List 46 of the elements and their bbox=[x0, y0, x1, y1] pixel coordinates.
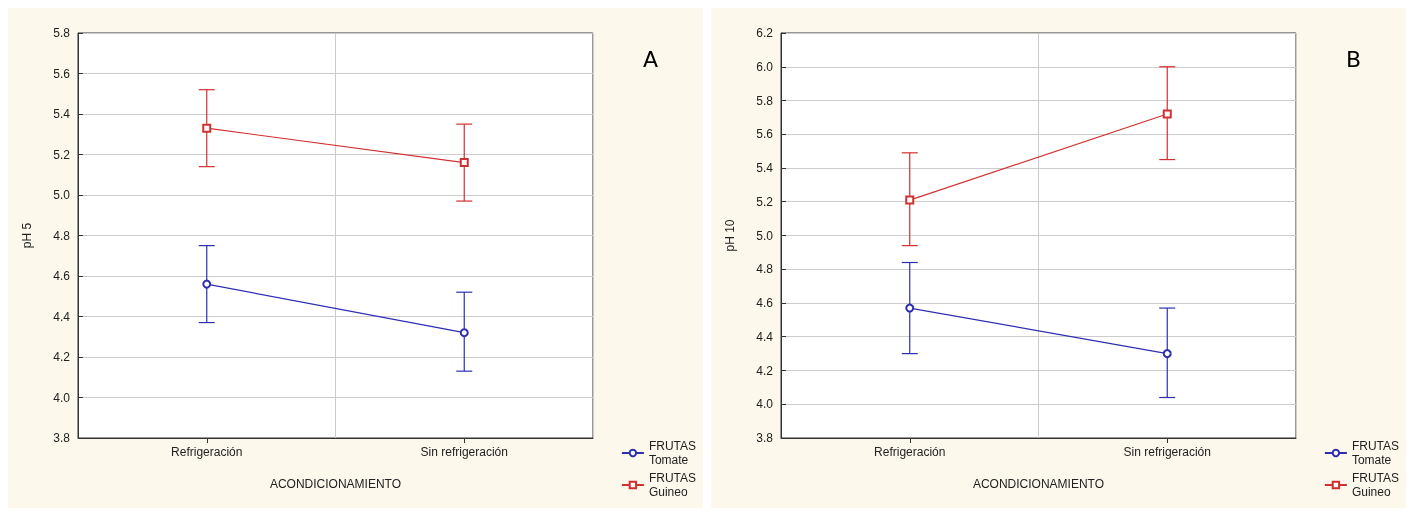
x-tick-label: Refrigeración bbox=[171, 445, 243, 459]
point bbox=[202, 123, 212, 133]
point bbox=[905, 303, 915, 313]
y-tick-label: 5.8 bbox=[53, 26, 71, 40]
y-tick-label: 3.8 bbox=[53, 431, 71, 445]
legend-label: FRUTAS Guineo bbox=[648, 471, 696, 499]
y-axis-title: pH 5 bbox=[20, 222, 34, 249]
y-tick-label: 4.0 bbox=[53, 390, 71, 405]
y-tick-label: 5.6 bbox=[756, 127, 774, 142]
legend-label: FRUTAS Guineo bbox=[1351, 471, 1399, 499]
y-tick-label: 5.8 bbox=[756, 93, 774, 108]
x-tick-label: Refrigeración bbox=[874, 445, 946, 459]
y-tick-label: 5.0 bbox=[53, 188, 71, 202]
x-axis-title: ACONDICIONAMIENTO bbox=[972, 477, 1105, 491]
y-tick-label: 3.8 bbox=[756, 431, 774, 445]
x-tick-label: Sin refrigeración bbox=[1123, 445, 1211, 459]
x-axis-title: ACONDICIONAMIENTO bbox=[269, 477, 402, 491]
point bbox=[459, 328, 469, 338]
x-tick-label: Sin refrigeración bbox=[420, 445, 508, 459]
y-tick-label: 5.2 bbox=[756, 194, 774, 209]
y-tick-label: 5.4 bbox=[756, 161, 774, 175]
legend-label: FRUTAS Tomate bbox=[648, 439, 696, 467]
y-tick-label: 5.2 bbox=[53, 147, 71, 162]
y-tick-label: 4.0 bbox=[756, 397, 774, 412]
y-tick-label: 4.6 bbox=[756, 296, 774, 310]
y-tick-label: 4.8 bbox=[53, 228, 71, 243]
y-tick-label: 5.4 bbox=[53, 107, 71, 121]
y-tick-label: 4.4 bbox=[756, 329, 774, 344]
y-tick-label: 4.2 bbox=[756, 363, 774, 378]
y-axis-title: pH 10 bbox=[723, 219, 737, 252]
y-tick-label: 5.0 bbox=[756, 228, 774, 243]
point bbox=[1162, 109, 1172, 119]
y-tick-label: 6.0 bbox=[756, 59, 774, 74]
y-tick-label: 5.6 bbox=[53, 66, 71, 81]
point bbox=[459, 158, 469, 168]
y-tick-label: 6.2 bbox=[756, 26, 774, 40]
point bbox=[202, 279, 212, 289]
legend-label: FRUTAS Tomate bbox=[1351, 439, 1399, 467]
y-tick-label: 4.6 bbox=[53, 269, 71, 283]
y-tick-label: 4.2 bbox=[53, 350, 71, 364]
y-tick-label: 4.8 bbox=[756, 262, 774, 277]
point bbox=[905, 195, 915, 205]
y-tick-label: 4.4 bbox=[53, 309, 71, 324]
text: A bbox=[642, 46, 659, 72]
text: B bbox=[1345, 46, 1361, 72]
point bbox=[1162, 349, 1172, 359]
